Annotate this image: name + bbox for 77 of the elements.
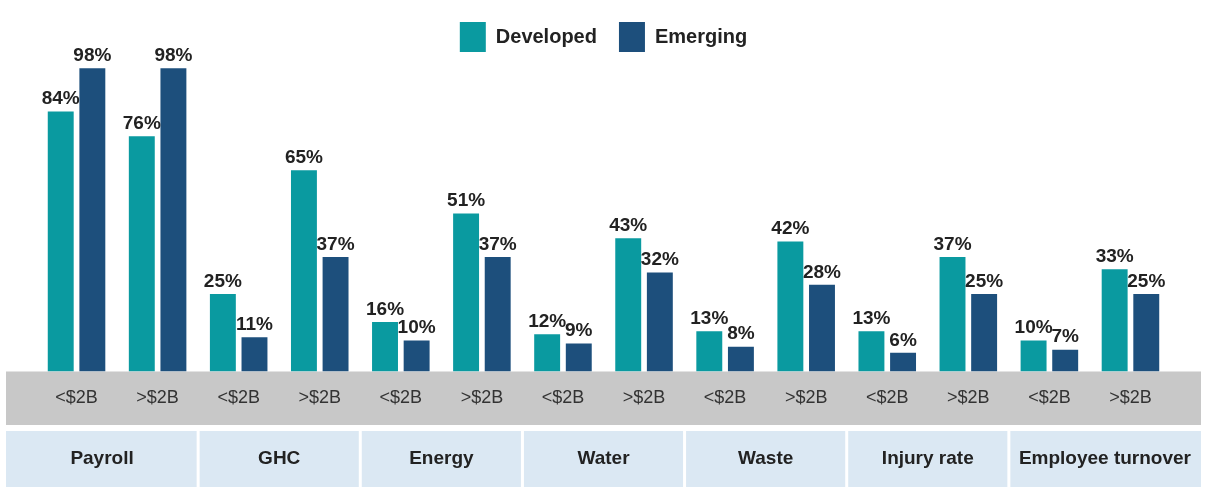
data-label: 10% bbox=[397, 316, 436, 338]
x-tick-label: <$2B bbox=[379, 387, 423, 408]
bar bbox=[858, 331, 885, 372]
data-label: 7% bbox=[1051, 325, 1080, 347]
data-label: 6% bbox=[889, 328, 917, 350]
data-label: 37% bbox=[933, 232, 972, 254]
bar bbox=[809, 284, 835, 372]
bar bbox=[777, 241, 804, 372]
x-tick-label: >$2B bbox=[622, 387, 666, 408]
bar bbox=[696, 331, 723, 372]
bar bbox=[322, 256, 349, 372]
bar bbox=[727, 346, 754, 372]
bar bbox=[128, 136, 155, 372]
data-label: 16% bbox=[366, 297, 405, 319]
bar bbox=[890, 352, 917, 372]
x-tick-label: >$2B bbox=[784, 387, 828, 408]
x-tick-label: <$2B bbox=[1028, 387, 1071, 408]
x-tick-label: >$2B bbox=[1109, 387, 1152, 408]
bar bbox=[209, 294, 236, 372]
bar bbox=[939, 256, 966, 372]
text: GHC bbox=[258, 447, 301, 469]
bar bbox=[403, 340, 430, 372]
bar bbox=[615, 238, 642, 372]
bar bbox=[160, 68, 187, 372]
data-label: 25% bbox=[203, 269, 242, 291]
bar bbox=[1133, 294, 1160, 372]
data-label: 28% bbox=[802, 260, 842, 282]
bar bbox=[971, 294, 998, 372]
text: Payroll bbox=[70, 447, 134, 469]
data-label: 9% bbox=[565, 319, 593, 341]
data-label: 32% bbox=[640, 248, 679, 270]
bar bbox=[290, 170, 317, 372]
bar bbox=[565, 343, 592, 372]
data-label: 98% bbox=[154, 43, 193, 65]
bar bbox=[453, 213, 480, 372]
bar bbox=[534, 334, 561, 372]
legend-label: Emerging bbox=[654, 24, 748, 47]
bar bbox=[241, 337, 268, 372]
data-label: 84% bbox=[41, 87, 80, 109]
bar bbox=[484, 256, 511, 372]
data-label: 37% bbox=[478, 232, 517, 254]
x-tick-label: <$2B bbox=[217, 387, 260, 408]
text: Energy bbox=[409, 447, 474, 469]
data-label: 8% bbox=[727, 322, 755, 344]
bar bbox=[47, 111, 74, 372]
x-tick-label: >$2B bbox=[947, 387, 990, 408]
bar bbox=[372, 321, 398, 372]
x-tick-label: <$2B bbox=[865, 387, 909, 408]
data-label: 37% bbox=[316, 232, 355, 254]
x-tick-label: <$2B bbox=[703, 387, 747, 408]
legend-label: Developed bbox=[495, 24, 597, 47]
data-label: 11% bbox=[236, 313, 274, 335]
data-label: 13% bbox=[690, 306, 729, 328]
x-tick-label: >$2B bbox=[298, 387, 342, 408]
text: Water bbox=[577, 447, 631, 469]
data-label: 51% bbox=[447, 189, 486, 211]
x-tick-label: >$2B bbox=[136, 387, 179, 408]
bar bbox=[1101, 269, 1128, 372]
x-tick-label: <$2B bbox=[541, 387, 585, 408]
bar bbox=[646, 272, 673, 372]
x-tick-label: >$2B bbox=[460, 387, 504, 408]
data-label: 33% bbox=[1095, 245, 1134, 267]
text: Injury rate bbox=[881, 447, 974, 469]
data-label: 25% bbox=[965, 269, 1004, 291]
bar bbox=[1020, 340, 1047, 372]
bar bbox=[1052, 349, 1079, 372]
data-label: 13% bbox=[852, 306, 891, 328]
data-label: 42% bbox=[771, 217, 810, 239]
data-label: 25% bbox=[1127, 269, 1166, 291]
bar bbox=[79, 68, 106, 372]
text: Employee turnover bbox=[1018, 447, 1192, 469]
text: Waste bbox=[738, 447, 794, 469]
data-label: 10% bbox=[1014, 316, 1053, 338]
data-label: 43% bbox=[609, 214, 648, 236]
data-label: 65% bbox=[284, 146, 324, 168]
data-label: 98% bbox=[73, 43, 112, 65]
x-tick-label: <$2B bbox=[55, 387, 98, 408]
